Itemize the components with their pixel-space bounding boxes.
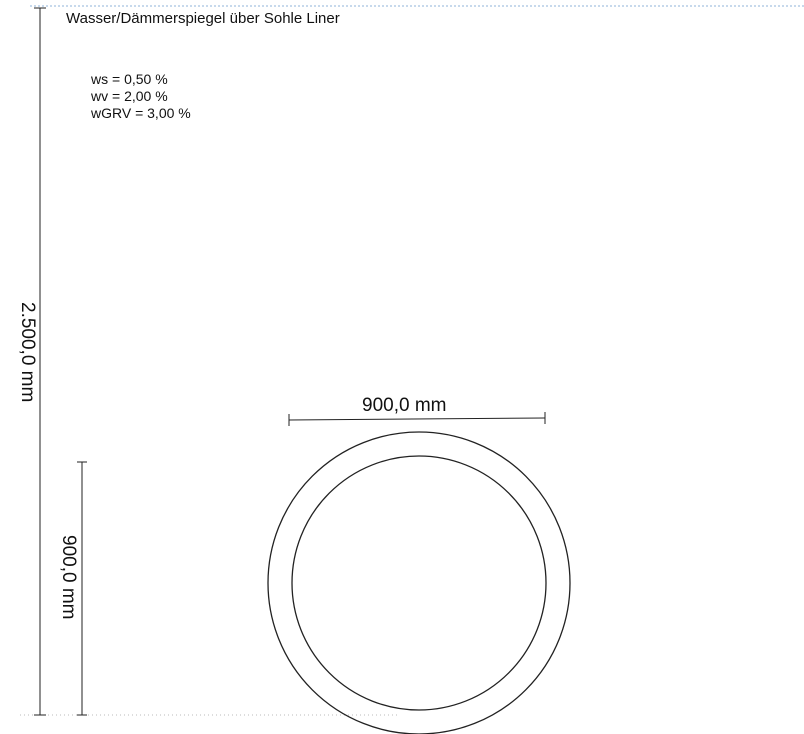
parameter-wv: wv = 2,00 % [91, 88, 168, 104]
parameter-wgrv: wGRV = 3,00 % [91, 105, 191, 121]
pipe-height-label: 900,0 mm [58, 535, 79, 620]
pipe-inner-ring [291, 455, 547, 711]
total-height-dimension [34, 7, 46, 716]
pipe-outer-ring [267, 431, 571, 734]
pipe-height-dimension [77, 461, 87, 716]
pipe-width-dimension [288, 412, 546, 426]
parameters-block: ws = 0,50 % wv = 2,00 % wGRV = 3,00 % [91, 71, 191, 122]
drawing-title: Wasser/Dämmerspiegel über Sohle Liner [66, 10, 340, 27]
pipe-width-label: 900,0 mm [362, 395, 447, 416]
parameter-ws: ws = 0,50 % [91, 71, 168, 87]
total-height-label: 2.500,0 mm [17, 302, 38, 403]
